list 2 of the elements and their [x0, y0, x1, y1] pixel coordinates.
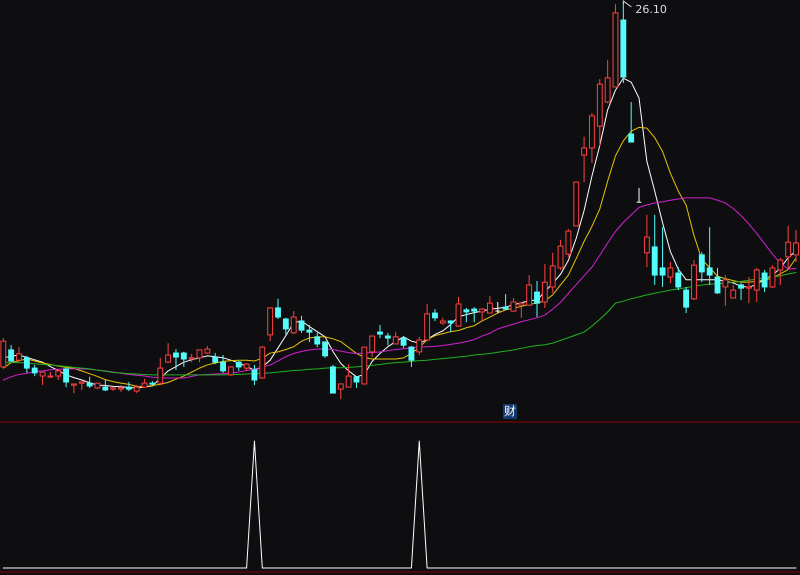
- annotation: 26.10: [635, 3, 667, 16]
- annotation: 财: [504, 404, 516, 418]
